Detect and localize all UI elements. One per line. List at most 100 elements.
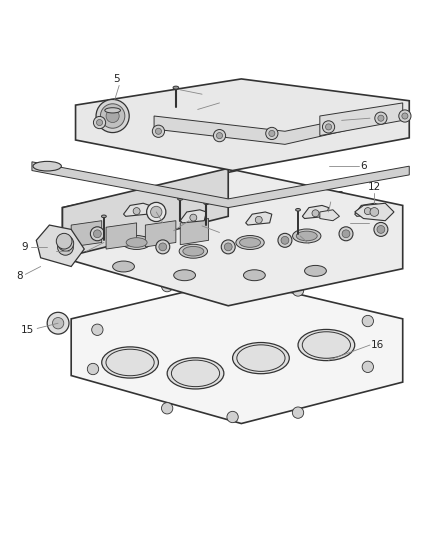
Polygon shape [319, 210, 339, 221]
Circle shape [161, 280, 173, 292]
Ellipse shape [173, 86, 178, 89]
Polygon shape [62, 168, 228, 258]
Circle shape [189, 214, 196, 221]
Circle shape [280, 237, 288, 244]
Circle shape [133, 208, 140, 215]
Text: 9: 9 [220, 229, 226, 239]
Polygon shape [145, 221, 176, 247]
Ellipse shape [102, 347, 158, 378]
Ellipse shape [183, 246, 203, 256]
Circle shape [90, 227, 104, 241]
Circle shape [226, 285, 238, 296]
Text: 10: 10 [71, 247, 84, 257]
Ellipse shape [126, 238, 147, 247]
Circle shape [311, 210, 318, 217]
Polygon shape [302, 205, 328, 219]
Polygon shape [32, 162, 408, 208]
Circle shape [106, 109, 119, 123]
Ellipse shape [33, 161, 61, 171]
Circle shape [96, 119, 102, 126]
Circle shape [93, 116, 106, 128]
Text: 12: 12 [367, 182, 380, 192]
Ellipse shape [105, 108, 120, 113]
Circle shape [268, 131, 274, 136]
Circle shape [277, 233, 291, 247]
Circle shape [155, 128, 161, 134]
Circle shape [57, 239, 73, 255]
Polygon shape [36, 225, 84, 266]
Ellipse shape [179, 244, 207, 258]
Text: 9: 9 [369, 218, 375, 228]
Circle shape [92, 324, 103, 335]
Ellipse shape [295, 208, 300, 211]
Polygon shape [75, 79, 408, 171]
Polygon shape [106, 223, 136, 249]
Ellipse shape [304, 265, 325, 276]
Polygon shape [319, 103, 402, 135]
Circle shape [377, 115, 383, 121]
Circle shape [52, 318, 64, 329]
Circle shape [374, 112, 386, 124]
Circle shape [338, 227, 352, 241]
Polygon shape [154, 111, 380, 144]
Ellipse shape [232, 343, 289, 374]
Polygon shape [180, 210, 206, 223]
Text: 13: 13 [331, 191, 344, 201]
Circle shape [292, 285, 303, 296]
Ellipse shape [173, 270, 195, 281]
Circle shape [161, 402, 173, 414]
Ellipse shape [297, 329, 354, 361]
Circle shape [341, 230, 349, 238]
Text: 3: 3 [220, 98, 227, 108]
Circle shape [150, 206, 162, 217]
Circle shape [265, 127, 277, 140]
Text: 2: 2 [371, 113, 377, 123]
Circle shape [93, 230, 101, 238]
Circle shape [221, 240, 235, 254]
Circle shape [376, 225, 384, 233]
Ellipse shape [239, 238, 260, 247]
Text: 5: 5 [113, 74, 120, 84]
Circle shape [401, 113, 407, 119]
Text: 10: 10 [296, 242, 309, 252]
Ellipse shape [122, 236, 150, 249]
Text: 8: 8 [17, 271, 23, 281]
Text: 7: 7 [162, 225, 169, 236]
Text: 6: 6 [360, 161, 366, 171]
Circle shape [369, 208, 378, 216]
Circle shape [361, 361, 373, 373]
Circle shape [87, 364, 99, 375]
Ellipse shape [113, 261, 134, 272]
Circle shape [155, 240, 170, 254]
Circle shape [361, 316, 373, 327]
Circle shape [96, 100, 129, 133]
Circle shape [325, 124, 331, 130]
Circle shape [213, 130, 225, 142]
Polygon shape [180, 219, 208, 245]
Polygon shape [71, 280, 402, 424]
Circle shape [216, 133, 222, 139]
Polygon shape [71, 221, 102, 247]
Ellipse shape [203, 202, 208, 205]
Polygon shape [245, 212, 271, 225]
Ellipse shape [167, 358, 223, 389]
Circle shape [373, 222, 387, 237]
Ellipse shape [292, 229, 320, 243]
Ellipse shape [243, 270, 265, 281]
Text: 16: 16 [371, 340, 384, 350]
Circle shape [100, 104, 124, 128]
Circle shape [58, 236, 74, 251]
Circle shape [224, 243, 232, 251]
Circle shape [292, 407, 303, 418]
Ellipse shape [235, 236, 264, 249]
Text: 15: 15 [21, 325, 35, 335]
Circle shape [146, 203, 166, 222]
Polygon shape [354, 203, 380, 216]
Ellipse shape [177, 198, 183, 200]
Circle shape [56, 233, 72, 249]
Circle shape [364, 208, 371, 215]
Circle shape [159, 243, 166, 251]
Ellipse shape [296, 231, 317, 241]
Polygon shape [62, 171, 402, 306]
Text: 9: 9 [22, 242, 28, 252]
